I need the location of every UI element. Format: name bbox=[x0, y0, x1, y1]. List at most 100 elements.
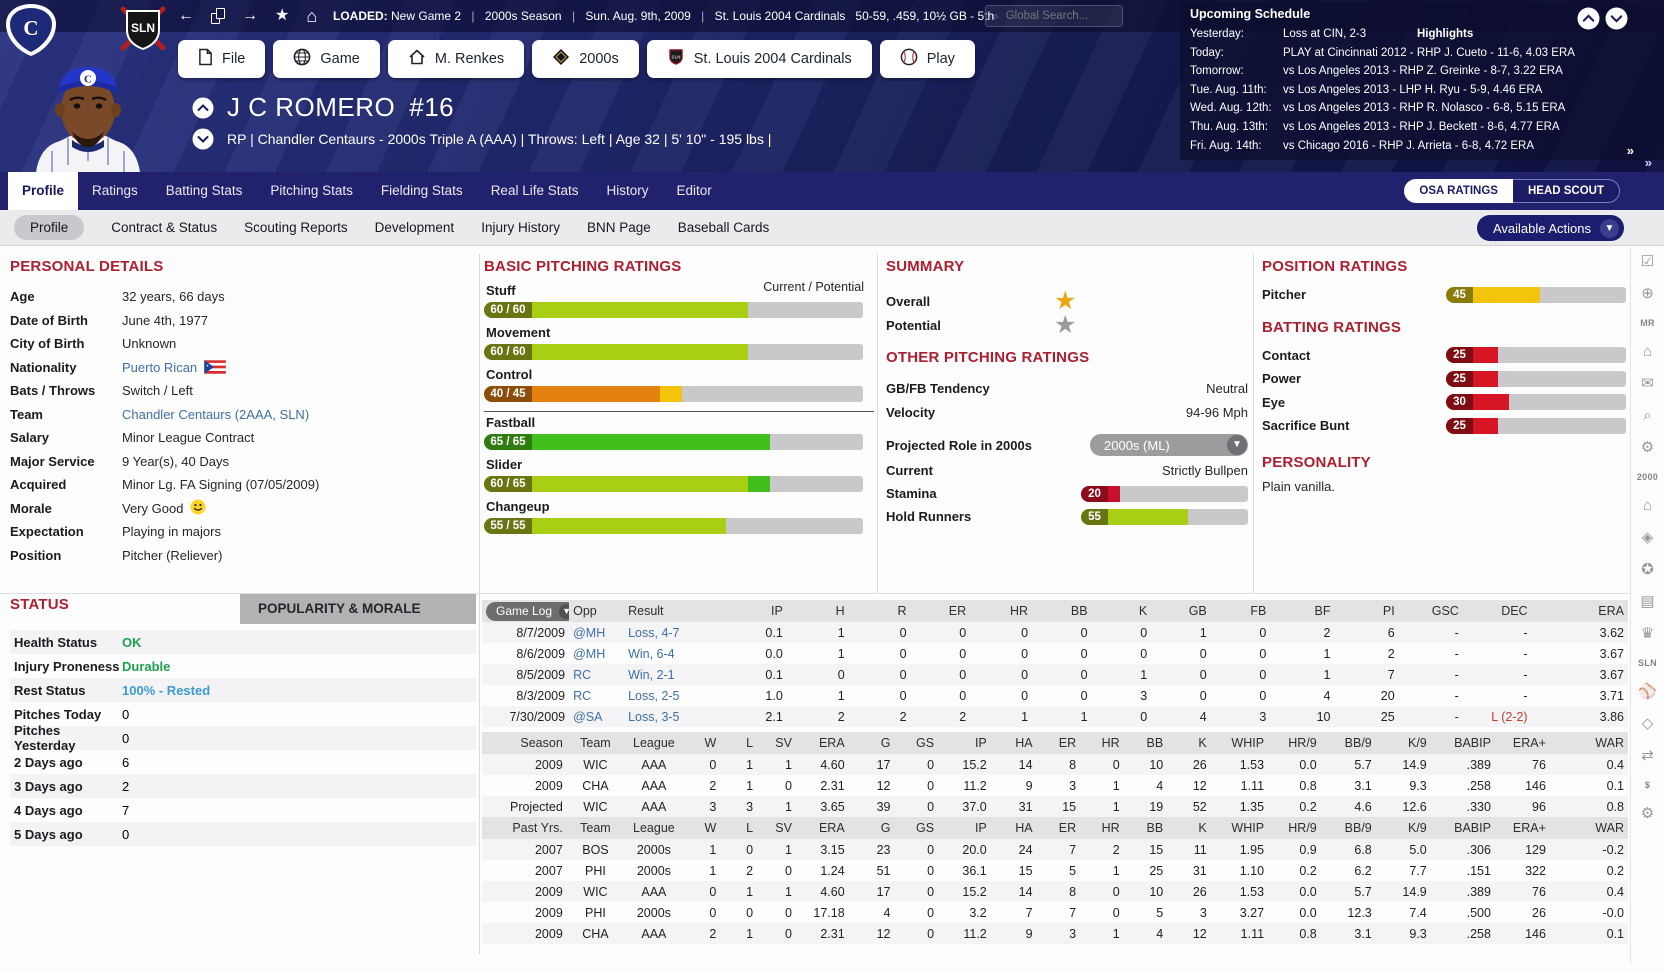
subtab-baseball-cards[interactable]: Baseball Cards bbox=[677, 220, 770, 235]
detail-row: Team Chandler Centaurs (2AAA, SLN) bbox=[10, 403, 476, 427]
cell: .258 bbox=[1430, 923, 1495, 944]
cell: 0 bbox=[786, 664, 849, 685]
cell: 1 bbox=[1270, 664, 1335, 685]
expand-info-icon[interactable] bbox=[192, 128, 214, 150]
subtab-injury-history[interactable]: Injury History bbox=[481, 220, 560, 235]
crumb-st-louis-2004-cardinals[interactable]: SLN St. Louis 2004 Cardinals bbox=[646, 40, 872, 78]
cell: 2007 bbox=[534, 863, 563, 878]
checklist-icon[interactable]: ☑ bbox=[1640, 253, 1655, 270]
cell: 0 bbox=[970, 622, 1033, 643]
bookmark-star-icon[interactable]: ★ bbox=[275, 7, 290, 24]
news-icon[interactable]: ▤ bbox=[1640, 593, 1655, 610]
cell[interactable]: RC bbox=[573, 688, 592, 703]
home-icon[interactable]: ⌂ bbox=[306, 6, 318, 26]
cell[interactable]: Win, 6-4 bbox=[628, 646, 675, 661]
available-actions-button[interactable]: Available Actions ▼ bbox=[1476, 215, 1624, 241]
hold-runners-bar: 55 bbox=[1081, 508, 1248, 525]
copy-screen-icon[interactable] bbox=[211, 8, 225, 24]
crumb-2000s[interactable]: 2000s bbox=[532, 40, 639, 78]
detail-value[interactable]: Puerto Rican bbox=[122, 360, 227, 375]
crumb-game[interactable]: Game bbox=[273, 40, 380, 78]
cell: 2009 bbox=[534, 778, 563, 793]
cell[interactable]: Win, 2-1 bbox=[624, 664, 725, 685]
cell[interactable]: RC bbox=[569, 664, 625, 685]
globe-icon[interactable]: ⊕ bbox=[1641, 285, 1654, 302]
search-icon[interactable]: ⌕ bbox=[1643, 407, 1652, 424]
cell: 1.11 bbox=[1210, 923, 1269, 944]
team-home-icon[interactable]: ⌂ bbox=[1642, 497, 1653, 514]
cell[interactable]: Loss, 2-5 bbox=[628, 688, 680, 703]
tab-ratings[interactable]: Ratings bbox=[92, 183, 138, 198]
status-label: 5 Days ago bbox=[14, 826, 83, 842]
mail-icon[interactable]: ✉ bbox=[1641, 375, 1654, 392]
column-header: HR/9 bbox=[1268, 732, 1321, 754]
tab-popularity-morale[interactable]: POPULARITY & MORALE bbox=[240, 594, 476, 624]
sln-badge[interactable]: SLN bbox=[1638, 658, 1657, 668]
subtab-profile[interactable]: Profile bbox=[14, 215, 85, 240]
schedule-scroll-up-icon[interactable] bbox=[1577, 7, 1600, 35]
tab-profile[interactable]: Profile bbox=[8, 172, 79, 210]
status-value: 100% - Rested bbox=[122, 682, 211, 698]
subtab-development[interactable]: Development bbox=[374, 220, 455, 235]
subtab-contract-status[interactable]: Contract & Status bbox=[111, 220, 218, 235]
field-icon[interactable]: ◈ bbox=[1641, 529, 1654, 546]
schedule-more-icon[interactable]: » bbox=[1626, 143, 1634, 158]
column-header: SV bbox=[757, 732, 796, 754]
tab-fielding-stats[interactable]: Fielding Stats bbox=[380, 183, 463, 198]
settings-icon[interactable]: ⚙ bbox=[1640, 439, 1655, 456]
cell[interactable]: @MH bbox=[573, 646, 606, 661]
cell: 0 bbox=[1210, 664, 1271, 685]
crumb-m-renkes[interactable]: M. Renkes bbox=[387, 40, 525, 78]
cell[interactable]: Loss, 3-5 bbox=[624, 706, 725, 727]
transactions-icon[interactable]: ⇄ bbox=[1641, 747, 1654, 764]
trophy-icon[interactable]: ♛ bbox=[1640, 625, 1655, 642]
cell[interactable]: @MH bbox=[569, 622, 625, 643]
toggle-head-scout[interactable]: HEAD SCOUT bbox=[1512, 179, 1620, 203]
detail-row: Salary Minor League Contract bbox=[10, 426, 476, 450]
schedule-row: Wed. Aug. 12th: vs Los Angeles 2013 - RHP… bbox=[1190, 99, 1664, 118]
rating-group-stuff: Stuff 60 / 60 bbox=[484, 283, 874, 318]
column-header: IP bbox=[724, 600, 787, 622]
upcoming-schedule-panel: Upcoming Schedule Yesterday: Loss at CIN,… bbox=[1180, 2, 1664, 160]
tab-pitching-stats[interactable]: Pitching Stats bbox=[270, 183, 353, 198]
current-date: Sun. Aug. 9th, 2009 bbox=[585, 9, 691, 23]
detail-value: Very Good bbox=[122, 499, 206, 518]
header-more-icon[interactable]: » bbox=[1644, 155, 1652, 170]
cell[interactable]: Loss, 4-7 bbox=[624, 622, 725, 643]
back-icon[interactable]: ← bbox=[178, 7, 194, 24]
rating-badge: 40 / 45 bbox=[484, 386, 532, 402]
subtab-scouting-reports[interactable]: Scouting Reports bbox=[244, 220, 348, 235]
cell: 0.8 bbox=[1549, 796, 1628, 817]
schedule-row: Fri. Aug. 14th: vs Chicago 2016 - RHP J. … bbox=[1190, 137, 1664, 156]
cell: 8/6/2009 bbox=[516, 646, 566, 661]
search-input[interactable] bbox=[1003, 9, 1098, 23]
options-icon[interactable]: ⚙ bbox=[1640, 805, 1655, 822]
highlights-link[interactable]: Highlights bbox=[1417, 28, 1474, 40]
award-icon[interactable]: ✪ bbox=[1641, 561, 1654, 578]
tab-history[interactable]: History bbox=[606, 183, 649, 198]
finance-badge[interactable]: $ bbox=[1644, 780, 1651, 790]
schedule-scroll-down-icon[interactable] bbox=[1605, 7, 1628, 35]
column-header: HR bbox=[1080, 732, 1124, 754]
column-header: IP bbox=[938, 732, 991, 754]
toggle-osa-ratings[interactable]: OSA RATINGS bbox=[1404, 179, 1513, 203]
diamond-icon[interactable]: ◇ bbox=[1641, 715, 1654, 732]
detail-row: Date of Birth June 4th, 1977 bbox=[10, 309, 476, 333]
game-log-dropdown[interactable]: Game Log ▼ bbox=[486, 601, 570, 621]
collapse-header-icon[interactable] bbox=[192, 97, 214, 119]
home-icon[interactable]: ⌂ bbox=[1642, 343, 1653, 360]
crumb-play[interactable]: Play bbox=[879, 40, 975, 78]
tab-editor[interactable]: Editor bbox=[676, 183, 712, 198]
tab-batting-stats[interactable]: Batting Stats bbox=[165, 183, 243, 198]
subtab-bnn-page[interactable]: BNN Page bbox=[586, 220, 651, 235]
detail-value[interactable]: Chandler Centaurs (2AAA, SLN) bbox=[122, 406, 310, 422]
manager-badge[interactable]: MR bbox=[1640, 318, 1655, 328]
baseball-icon[interactable]: ⚾ bbox=[1638, 683, 1657, 700]
tab-real-life-stats[interactable]: Real Life Stats bbox=[490, 183, 579, 198]
projected-role-dropdown[interactable]: 2000s (ML) ▼ bbox=[1090, 434, 1248, 456]
league-badge[interactable]: 2000 bbox=[1636, 472, 1659, 482]
forward-icon[interactable]: → bbox=[242, 7, 258, 24]
crumb-file[interactable]: File bbox=[178, 40, 266, 78]
global-search[interactable]: ⌕ bbox=[985, 5, 1123, 27]
cell[interactable]: @SA bbox=[569, 706, 625, 727]
